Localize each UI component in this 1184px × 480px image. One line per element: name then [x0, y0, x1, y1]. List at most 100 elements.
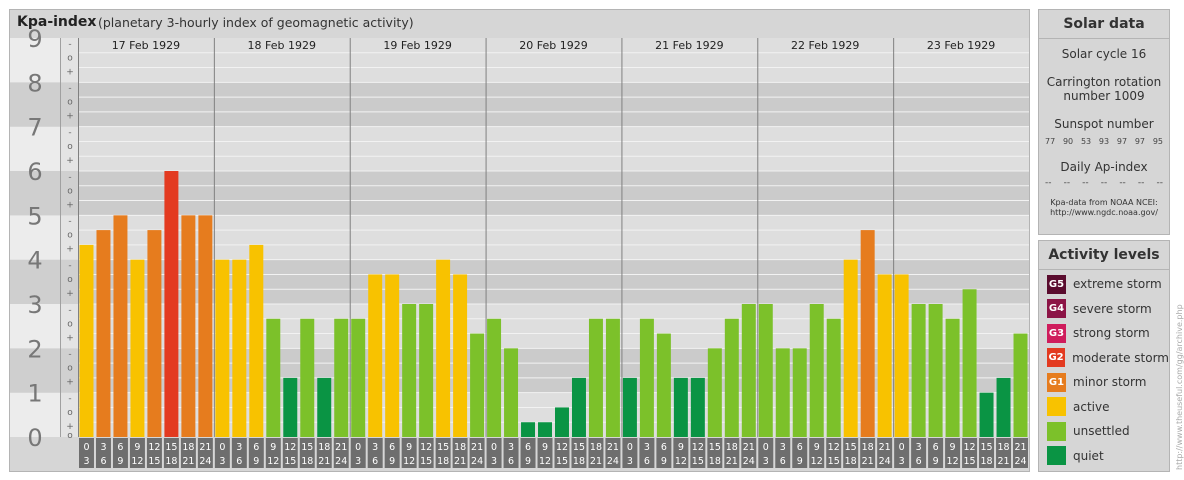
interval-box	[639, 438, 655, 468]
interval-box	[367, 438, 383, 468]
legend-item: quiet	[1039, 444, 1169, 469]
interval-box	[775, 438, 791, 468]
minor-label-band	[60, 171, 78, 216]
interval-end-label: 3	[219, 456, 225, 467]
kp-bar	[758, 304, 773, 437]
interval-box	[979, 438, 995, 468]
interval-start-label: 21	[335, 442, 347, 453]
interval-end-label: 3	[83, 456, 89, 467]
legend-swatch: G2	[1047, 348, 1066, 368]
kp-label-band	[10, 392, 60, 437]
interval-end-label: 21	[454, 456, 466, 467]
interval-box	[214, 438, 230, 468]
interval-end-label: 18	[709, 456, 721, 467]
ap-value: --	[1100, 178, 1108, 188]
interval-start-label: 9	[542, 442, 548, 453]
kp-bar	[996, 377, 1011, 437]
minor-tick-label: -	[68, 261, 71, 271]
interval-end-label: 12	[267, 456, 279, 467]
interval-start-label: 3	[236, 442, 242, 453]
solar-cycle: Solar cycle 16	[1061, 47, 1147, 61]
interval-start-label: 9	[814, 442, 820, 453]
kp-band	[78, 215, 1029, 260]
ap-value: --	[1137, 178, 1145, 188]
legend-label: quiet	[1073, 448, 1104, 463]
minor-tick-label: +	[66, 200, 74, 210]
interval-box	[231, 438, 247, 468]
kp-label-band	[10, 259, 60, 304]
interval-end-label: 18	[573, 456, 585, 467]
solar-data-panel: Solar data Solar cycle 16 Carrington rot…	[1038, 9, 1170, 235]
interval-start-label: 21	[879, 442, 891, 453]
interval-box	[333, 438, 349, 468]
interval-start-label: 15	[437, 442, 449, 453]
interval-start-label: 0	[355, 442, 361, 453]
legend-swatch	[1047, 446, 1066, 466]
minor-label-band	[60, 392, 78, 437]
kp-label-band	[10, 171, 60, 216]
legend-swatch: G4	[1047, 299, 1066, 319]
kp-bar	[707, 348, 722, 437]
interval-end-label: 9	[117, 456, 123, 467]
chart-subtitle: (planetary 3-hourly index of geomagnetic…	[98, 15, 414, 30]
y-tick-label: 2	[27, 335, 42, 363]
legend-item: G4 severe storm	[1039, 297, 1169, 322]
kp-bar	[317, 377, 332, 437]
interval-box	[945, 438, 961, 468]
y-tick-label: 3	[27, 291, 42, 319]
interval-box	[316, 438, 332, 468]
ap-value: --	[1063, 178, 1071, 188]
minor-tick-label: +	[66, 422, 74, 432]
minor-tick-label: +	[66, 333, 74, 343]
interval-box	[435, 438, 451, 468]
interval-end-label: 24	[879, 456, 891, 467]
interval-start-label: 0	[627, 442, 633, 453]
legend-swatch: G5	[1047, 274, 1066, 294]
interval-end-label: 6	[916, 456, 922, 467]
interval-end-label: 6	[372, 456, 378, 467]
sunspot-label: Sunspot number	[1054, 117, 1154, 131]
interval-start-label: 18	[454, 442, 466, 453]
interval-start-label: 21	[471, 442, 483, 453]
legend-label: severe storm	[1073, 301, 1152, 316]
interval-start-label: 3	[916, 442, 922, 453]
interval-start-label: 9	[406, 442, 412, 453]
kp-bar	[809, 304, 824, 437]
kp-bar	[130, 259, 145, 437]
minor-tick-label: -	[68, 39, 71, 49]
kp-bar	[775, 348, 790, 437]
minor-tick-label: -	[68, 128, 71, 138]
interval-start-label: 21	[607, 442, 619, 453]
minor-tick-label: +	[66, 156, 74, 166]
interval-box	[79, 438, 94, 468]
kp-bar	[979, 392, 994, 437]
interval-end-label: 18	[301, 456, 313, 467]
sunspot-value: 93	[1098, 137, 1110, 146]
interval-end-label: 3	[627, 456, 633, 467]
kp-bar	[605, 318, 620, 437]
kp-bar	[741, 304, 756, 437]
activity-legend: G5 extreme storm G4 severe storm G3 strong st…	[1039, 270, 1169, 468]
interval-box	[962, 438, 978, 468]
interval-box	[486, 438, 502, 468]
legend-item: G5 extreme storm	[1039, 272, 1169, 297]
interval-start-label: 3	[780, 442, 786, 453]
interval-end-label: 15	[148, 456, 160, 467]
interval-end-label: 18	[845, 456, 857, 467]
kp-bar	[962, 289, 977, 437]
interval-box	[843, 438, 859, 468]
side-url: http://www.theuseful.com/gg/archive.php	[1175, 304, 1184, 470]
interval-end-label: 18	[165, 456, 177, 467]
kp-bar	[690, 377, 705, 437]
ap-index-values: -- -- -- -- -- -- --	[1039, 178, 1169, 188]
kp-bar	[232, 259, 247, 437]
interval-start-label: 6	[253, 442, 259, 453]
minor-tick-label: o	[67, 431, 73, 441]
kp-bar	[945, 318, 960, 437]
interval-end-label: 18	[437, 456, 449, 467]
minor-tick-label: +	[66, 289, 74, 299]
interval-start-label: 6	[389, 442, 395, 453]
minor-tick-label: -	[68, 394, 71, 404]
y-tick-label: 1	[27, 380, 42, 408]
kp-bar	[334, 318, 349, 437]
